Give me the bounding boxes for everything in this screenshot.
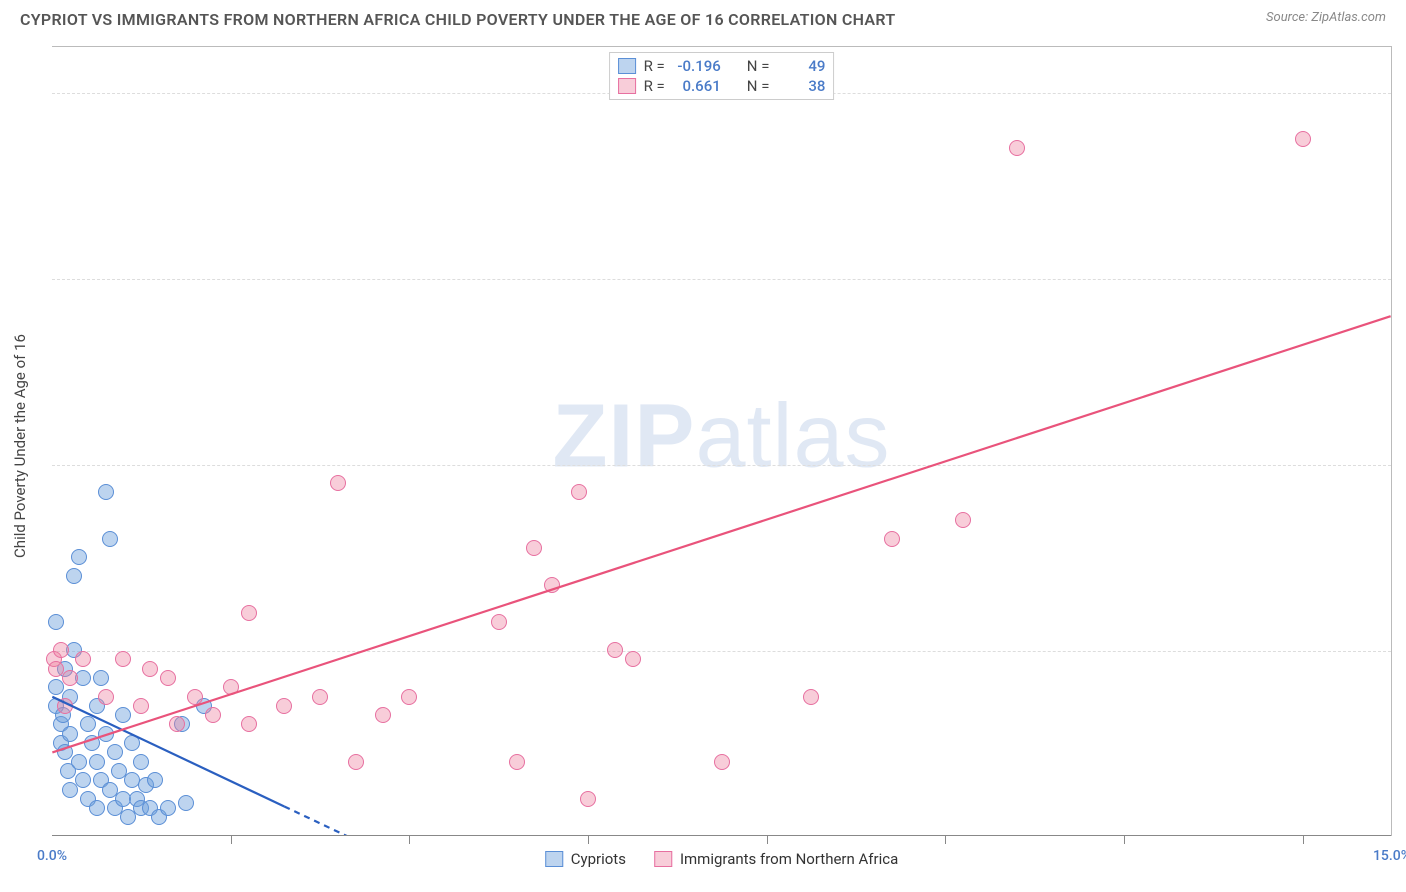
- data-point: [509, 754, 525, 770]
- gridline: [52, 465, 1391, 466]
- legend-item: Immigrants from Northern Africa: [654, 850, 898, 868]
- data-point: [160, 670, 176, 686]
- data-point: [102, 531, 118, 547]
- data-point: [544, 577, 560, 593]
- data-point: [276, 698, 292, 714]
- data-point: [98, 484, 114, 500]
- data-point: [98, 726, 114, 742]
- source-label: Source: ZipAtlas.com: [1266, 10, 1386, 25]
- data-point: [580, 791, 596, 807]
- plot-region: 20.0%40.0%60.0%80.0%0.0%15.0%: [52, 47, 1391, 836]
- gridline: [52, 279, 1391, 280]
- data-point: [89, 754, 105, 770]
- data-point: [223, 679, 239, 695]
- data-point: [607, 642, 623, 658]
- x-tick: [588, 836, 589, 844]
- x-tick-label: 0.0%: [37, 848, 67, 864]
- legend-swatch: [618, 58, 636, 74]
- data-point: [312, 689, 328, 705]
- data-point: [124, 735, 140, 751]
- data-point: [571, 484, 587, 500]
- data-point: [1295, 131, 1311, 147]
- data-point: [75, 651, 91, 667]
- data-point: [66, 568, 82, 584]
- data-point: [241, 716, 257, 732]
- data-point: [401, 689, 417, 705]
- legend-item: Cypriots: [545, 850, 626, 868]
- data-point: [205, 707, 221, 723]
- legend-swatch: [618, 78, 636, 94]
- data-point: [93, 670, 109, 686]
- data-point: [53, 642, 69, 658]
- data-point: [142, 661, 158, 677]
- data-point: [80, 716, 96, 732]
- data-point: [330, 475, 346, 491]
- data-point: [133, 754, 149, 770]
- x-tick: [1124, 836, 1125, 844]
- data-point: [178, 795, 194, 811]
- data-point: [71, 549, 87, 565]
- data-point: [75, 772, 91, 788]
- data-point: [62, 670, 78, 686]
- data-point: [57, 698, 73, 714]
- stat-n-value: 38: [777, 77, 825, 95]
- gridline: [52, 651, 1391, 652]
- data-point: [48, 614, 64, 630]
- legend-label: Cypriots: [571, 850, 626, 868]
- stat-n-value: 49: [777, 57, 825, 75]
- legend-swatch: [654, 851, 672, 867]
- data-point: [375, 707, 391, 723]
- data-point: [348, 754, 364, 770]
- data-point: [526, 540, 542, 556]
- data-point: [98, 689, 114, 705]
- data-point: [1009, 140, 1025, 156]
- legend-swatch: [545, 851, 563, 867]
- data-point: [803, 689, 819, 705]
- data-point: [107, 744, 123, 760]
- x-tick-label: 15.0%: [1373, 848, 1406, 864]
- x-tick: [767, 836, 768, 844]
- stats-legend-box: R = -0.196 N = 49 R = 0.661 N = 38: [609, 52, 835, 100]
- x-tick: [945, 836, 946, 844]
- data-point: [187, 689, 203, 705]
- stat-row: R = 0.661 N = 38: [618, 76, 826, 96]
- bottom-legend: Cypriots Immigrants from Northern Africa: [545, 850, 899, 868]
- x-tick: [1303, 836, 1304, 844]
- stat-r-label: R =: [644, 77, 665, 95]
- data-point: [884, 531, 900, 547]
- stat-r-value: 0.661: [673, 77, 721, 95]
- data-point: [625, 651, 641, 667]
- stat-r-label: R =: [644, 57, 665, 75]
- x-tick: [231, 836, 232, 844]
- stat-n-label: N =: [747, 77, 770, 95]
- chart-area: ZIPatlas 20.0%40.0%60.0%80.0%0.0%15.0% R…: [52, 46, 1392, 836]
- data-point: [71, 754, 87, 770]
- chart-title: CYPRIOT VS IMMIGRANTS FROM NORTHERN AFRI…: [20, 10, 896, 29]
- data-point: [714, 754, 730, 770]
- x-tick: [409, 836, 410, 844]
- data-point: [169, 716, 185, 732]
- stat-r-value: -0.196: [673, 57, 721, 75]
- data-point: [62, 726, 78, 742]
- data-point: [115, 707, 131, 723]
- data-point: [115, 651, 131, 667]
- data-point: [241, 605, 257, 621]
- data-point: [160, 800, 176, 816]
- data-point: [955, 512, 971, 528]
- data-point: [133, 698, 149, 714]
- y-axis-label: Child Poverty Under the Age of 16: [11, 334, 29, 558]
- legend-label: Immigrants from Northern Africa: [680, 850, 898, 868]
- data-point: [89, 800, 105, 816]
- data-point: [147, 772, 163, 788]
- data-point: [491, 614, 507, 630]
- x-axis: [52, 835, 1391, 836]
- stat-n-label: N =: [747, 57, 770, 75]
- stat-row: R = -0.196 N = 49: [618, 56, 826, 76]
